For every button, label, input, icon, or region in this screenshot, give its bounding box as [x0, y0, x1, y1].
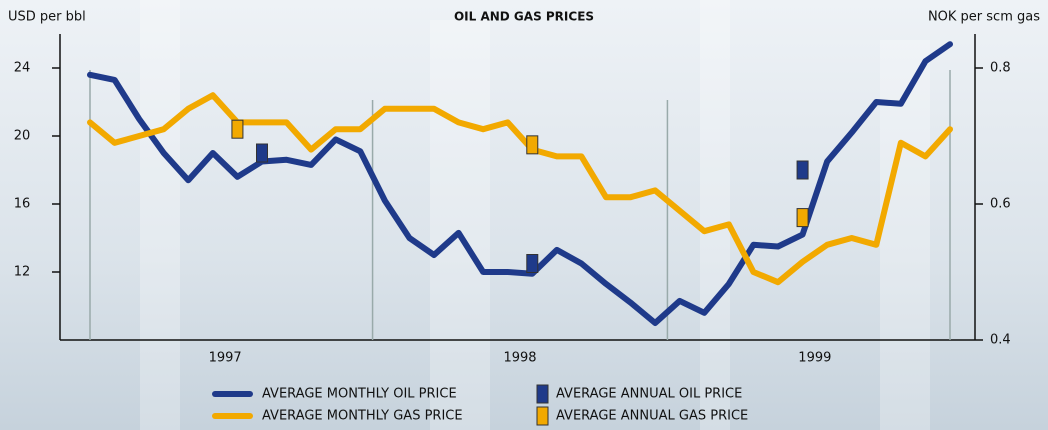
- y2-tick-label: 0.6: [990, 197, 1011, 212]
- y-tick-label: 12: [14, 265, 31, 280]
- legend-label: AVERAGE ANNUAL OIL PRICE: [556, 387, 742, 402]
- y-tick-label: 16: [14, 197, 31, 212]
- y2-tick-label: 0.4: [990, 333, 1011, 348]
- legend-swatch: [537, 385, 548, 403]
- x-tick-label: 1998: [503, 351, 536, 366]
- legend-swatch: [537, 407, 548, 425]
- x-tick-label: 1997: [209, 351, 242, 366]
- legend-label: AVERAGE MONTHLY OIL PRICE: [262, 387, 457, 402]
- y-tick-label: 24: [14, 61, 31, 76]
- y-tick-label: 20: [14, 129, 31, 144]
- y2-axis-label: NOK per scm gas: [928, 10, 1040, 25]
- annual-marker: [232, 120, 243, 138]
- annual-marker: [797, 161, 808, 179]
- annual-marker: [527, 255, 538, 273]
- chart-title: OIL AND GAS PRICES: [454, 10, 594, 24]
- y-axis-label: USD per bbl: [8, 10, 86, 25]
- annual-marker: [257, 144, 268, 162]
- legend-label: AVERAGE ANNUAL GAS PRICE: [556, 409, 748, 424]
- legend-label: AVERAGE MONTHLY GAS PRICE: [262, 409, 463, 424]
- x-tick-label: 1999: [798, 351, 831, 366]
- annual-marker: [527, 136, 538, 154]
- chart: USD per bbl NOK per scm gas OIL AND GAS …: [0, 0, 1048, 430]
- annual-marker: [797, 209, 808, 227]
- y2-tick-label: 0.8: [990, 61, 1011, 76]
